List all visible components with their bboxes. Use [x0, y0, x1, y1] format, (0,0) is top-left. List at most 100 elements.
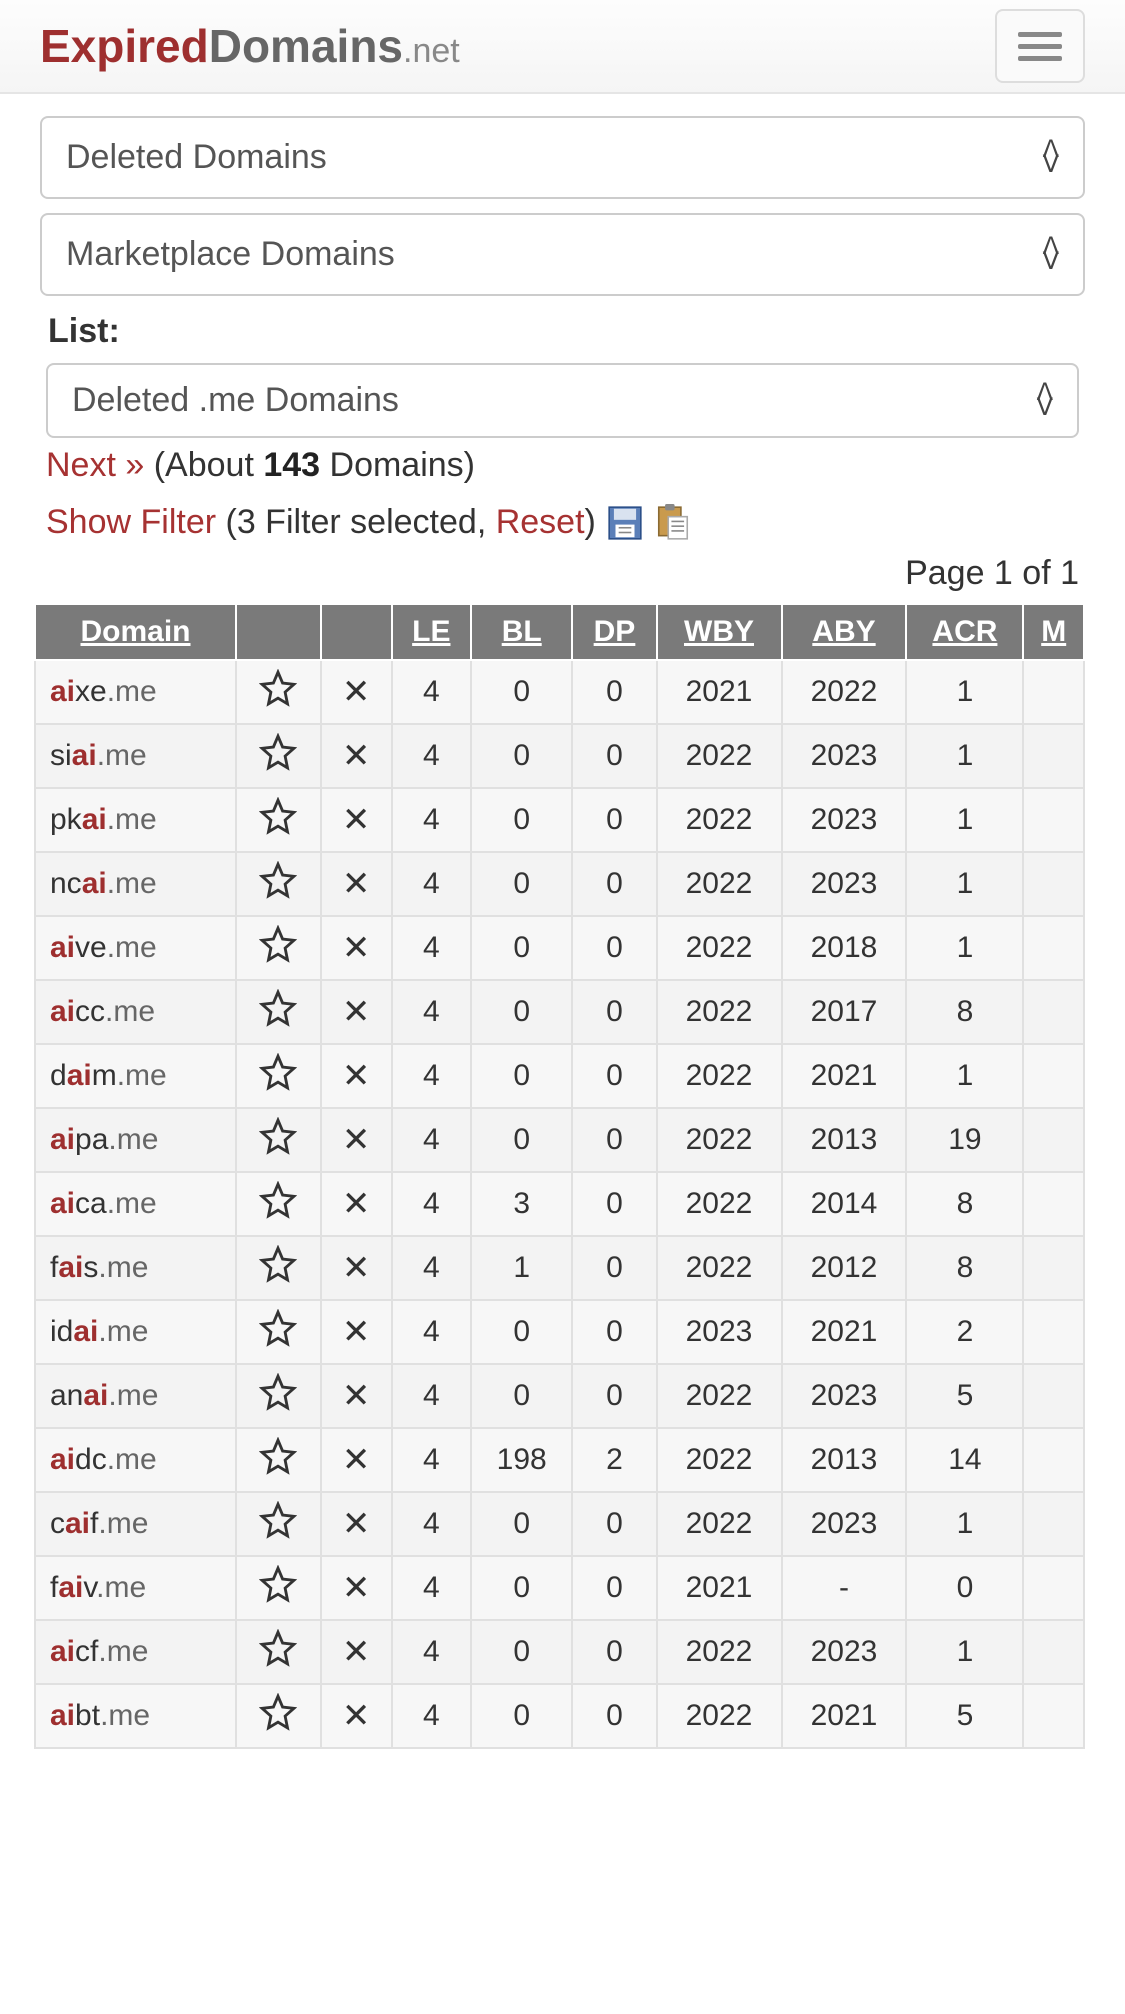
star-cell[interactable]	[236, 1108, 321, 1172]
close-icon: ✕	[342, 1569, 371, 1607]
remove-cell[interactable]: ✕	[321, 1620, 392, 1684]
star-cell[interactable]	[236, 852, 321, 916]
star-icon	[259, 1245, 297, 1283]
aby-cell: 2023	[782, 1492, 907, 1556]
star-cell[interactable]	[236, 1364, 321, 1428]
close-icon: ✕	[342, 929, 371, 967]
remove-cell[interactable]: ✕	[321, 724, 392, 788]
column-header[interactable]: ACR	[906, 604, 1023, 660]
wby-cell: 2022	[657, 1684, 782, 1748]
column-header[interactable]	[321, 604, 392, 660]
star-cell[interactable]	[236, 1620, 321, 1684]
star-cell[interactable]	[236, 788, 321, 852]
le-cell: 4	[392, 1172, 471, 1236]
close-icon: ✕	[342, 1441, 371, 1479]
domains-table: DomainLEBLDPWBYABYACRM aixe.me✕400202120…	[34, 603, 1085, 1749]
column-header[interactable]: DP	[572, 604, 656, 660]
next-link[interactable]: Next »	[46, 446, 144, 484]
domain-cell[interactable]: daim.me	[35, 1044, 236, 1108]
column-header[interactable]: Domain	[35, 604, 236, 660]
brand-logo[interactable]: ExpiredDomains.net	[40, 19, 460, 73]
le-cell: 4	[392, 1364, 471, 1428]
star-cell[interactable]	[236, 1172, 321, 1236]
acr-cell: 1	[906, 916, 1023, 980]
brand-part2: Domains	[209, 20, 403, 72]
domain-cell[interactable]: faiv.me	[35, 1556, 236, 1620]
remove-cell[interactable]: ✕	[321, 1236, 392, 1300]
remove-cell[interactable]: ✕	[321, 1300, 392, 1364]
column-header[interactable]	[236, 604, 321, 660]
domain-cell[interactable]: idai.me	[35, 1300, 236, 1364]
star-cell[interactable]	[236, 916, 321, 980]
domain-cell[interactable]: anai.me	[35, 1364, 236, 1428]
remove-cell[interactable]: ✕	[321, 916, 392, 980]
deleted-domains-select[interactable]: Deleted Domains ᐱᐯ	[40, 116, 1085, 199]
column-header[interactable]: BL	[471, 604, 572, 660]
marketplace-domains-select[interactable]: Marketplace Domains ᐱᐯ	[40, 213, 1085, 296]
star-cell[interactable]	[236, 1300, 321, 1364]
le-cell: 4	[392, 1108, 471, 1172]
aby-cell: 2018	[782, 916, 907, 980]
column-header[interactable]: ABY	[782, 604, 907, 660]
bl-cell: 198	[471, 1428, 572, 1492]
domain-cell[interactable]: aicc.me	[35, 980, 236, 1044]
remove-cell[interactable]: ✕	[321, 788, 392, 852]
wby-cell: 2022	[657, 1492, 782, 1556]
remove-cell[interactable]: ✕	[321, 1364, 392, 1428]
domain-cell[interactable]: fais.me	[35, 1236, 236, 1300]
le-cell: 4	[392, 788, 471, 852]
remove-cell[interactable]: ✕	[321, 1428, 392, 1492]
remove-cell[interactable]: ✕	[321, 1684, 392, 1748]
domain-cell[interactable]: aive.me	[35, 916, 236, 980]
domain-cell[interactable]: aicf.me	[35, 1620, 236, 1684]
remove-cell[interactable]: ✕	[321, 1556, 392, 1620]
star-cell[interactable]	[236, 1428, 321, 1492]
close-icon: ✕	[342, 1185, 371, 1223]
star-cell[interactable]	[236, 1556, 321, 1620]
domain-cell[interactable]: pkai.me	[35, 788, 236, 852]
menu-toggle-button[interactable]	[995, 9, 1085, 83]
domain-cell[interactable]: aipa.me	[35, 1108, 236, 1172]
le-cell: 4	[392, 1300, 471, 1364]
reset-link[interactable]: Reset	[496, 503, 585, 541]
domain-cell[interactable]: aica.me	[35, 1172, 236, 1236]
domain-cell[interactable]: siai.me	[35, 724, 236, 788]
domain-cell[interactable]: ncai.me	[35, 852, 236, 916]
column-header[interactable]: WBY	[657, 604, 782, 660]
table-row: fais.me✕410202220128	[35, 1236, 1084, 1300]
star-cell[interactable]	[236, 724, 321, 788]
domain-cell[interactable]: aixe.me	[35, 660, 236, 724]
domain-cell[interactable]: caif.me	[35, 1492, 236, 1556]
domain-cell[interactable]: aibt.me	[35, 1684, 236, 1748]
star-icon	[259, 1693, 297, 1731]
save-icon[interactable]	[606, 504, 644, 542]
list-select[interactable]: Deleted .me Domains ᐱᐯ	[46, 363, 1079, 438]
star-cell[interactable]	[236, 980, 321, 1044]
remove-cell[interactable]: ✕	[321, 1172, 392, 1236]
star-cell[interactable]	[236, 1236, 321, 1300]
show-filter-link[interactable]: Show Filter	[46, 503, 216, 541]
remove-cell[interactable]: ✕	[321, 852, 392, 916]
m-cell	[1023, 724, 1084, 788]
m-cell	[1023, 980, 1084, 1044]
domain-cell[interactable]: aidc.me	[35, 1428, 236, 1492]
remove-cell[interactable]: ✕	[321, 660, 392, 724]
wby-cell: 2022	[657, 1108, 782, 1172]
remove-cell[interactable]: ✕	[321, 1108, 392, 1172]
chevron-updown-icon: ᐱᐯ	[1043, 143, 1059, 172]
star-cell[interactable]	[236, 660, 321, 724]
star-cell[interactable]	[236, 1684, 321, 1748]
aby-cell: 2023	[782, 1620, 907, 1684]
star-cell[interactable]	[236, 1044, 321, 1108]
close-icon: ✕	[342, 1505, 371, 1543]
column-header[interactable]: M	[1023, 604, 1084, 660]
remove-cell[interactable]: ✕	[321, 1492, 392, 1556]
remove-cell[interactable]: ✕	[321, 980, 392, 1044]
star-cell[interactable]	[236, 1492, 321, 1556]
acr-cell: 5	[906, 1684, 1023, 1748]
column-header[interactable]: LE	[392, 604, 471, 660]
dp-cell: 0	[572, 1492, 656, 1556]
remove-cell[interactable]: ✕	[321, 1044, 392, 1108]
close-icon: ✕	[342, 1313, 371, 1351]
clipboard-icon[interactable]	[654, 504, 692, 542]
